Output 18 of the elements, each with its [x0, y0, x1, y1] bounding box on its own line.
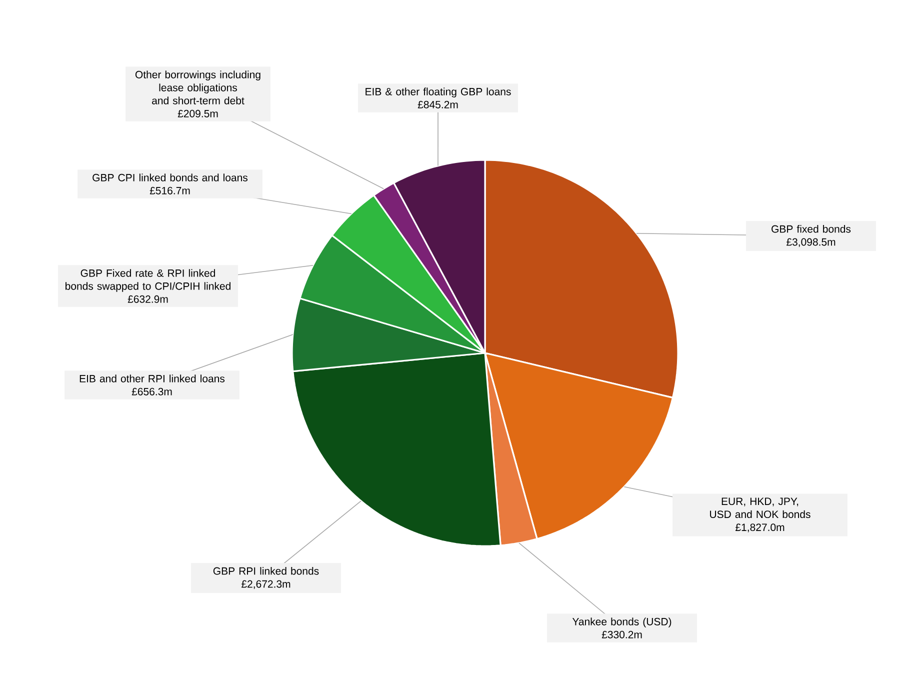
slice-label: GBP fixed bonds: [772, 225, 851, 233]
data-label: £1,827.0m: [736, 524, 784, 532]
slice-label: GBP CPI linked bonds and loans: [92, 174, 248, 182]
slice-label: GBP RPI linked bonds: [213, 567, 319, 575]
data-label: £330.2m: [602, 630, 642, 638]
data-label: £656.3m: [132, 388, 172, 396]
data-label: £845.2m: [418, 100, 458, 108]
data-label: £2,672.3m: [241, 580, 290, 589]
slice-label: EIB & other floating GBP loans: [366, 88, 511, 98]
slice-label: Other borrowings including lease obligations and short-term debt: [135, 70, 260, 104]
data-label: £209.5m: [178, 110, 218, 118]
data-label: £632.9m: [128, 295, 168, 303]
data-label: £516.7m: [150, 186, 190, 194]
data-label: £3,098.5m: [786, 238, 836, 247]
slice-label: EIB and other RPI linked loans: [80, 374, 225, 382]
slice-label: GBP Fixed rate & RPI linked bonds swapped to CPI/CPIH linked: [66, 269, 230, 292]
slice-label: Yankee bonds (USD): [572, 618, 672, 628]
slice-label: EUR, HKD, JPY, USD and NOK bonds: [710, 498, 810, 518]
